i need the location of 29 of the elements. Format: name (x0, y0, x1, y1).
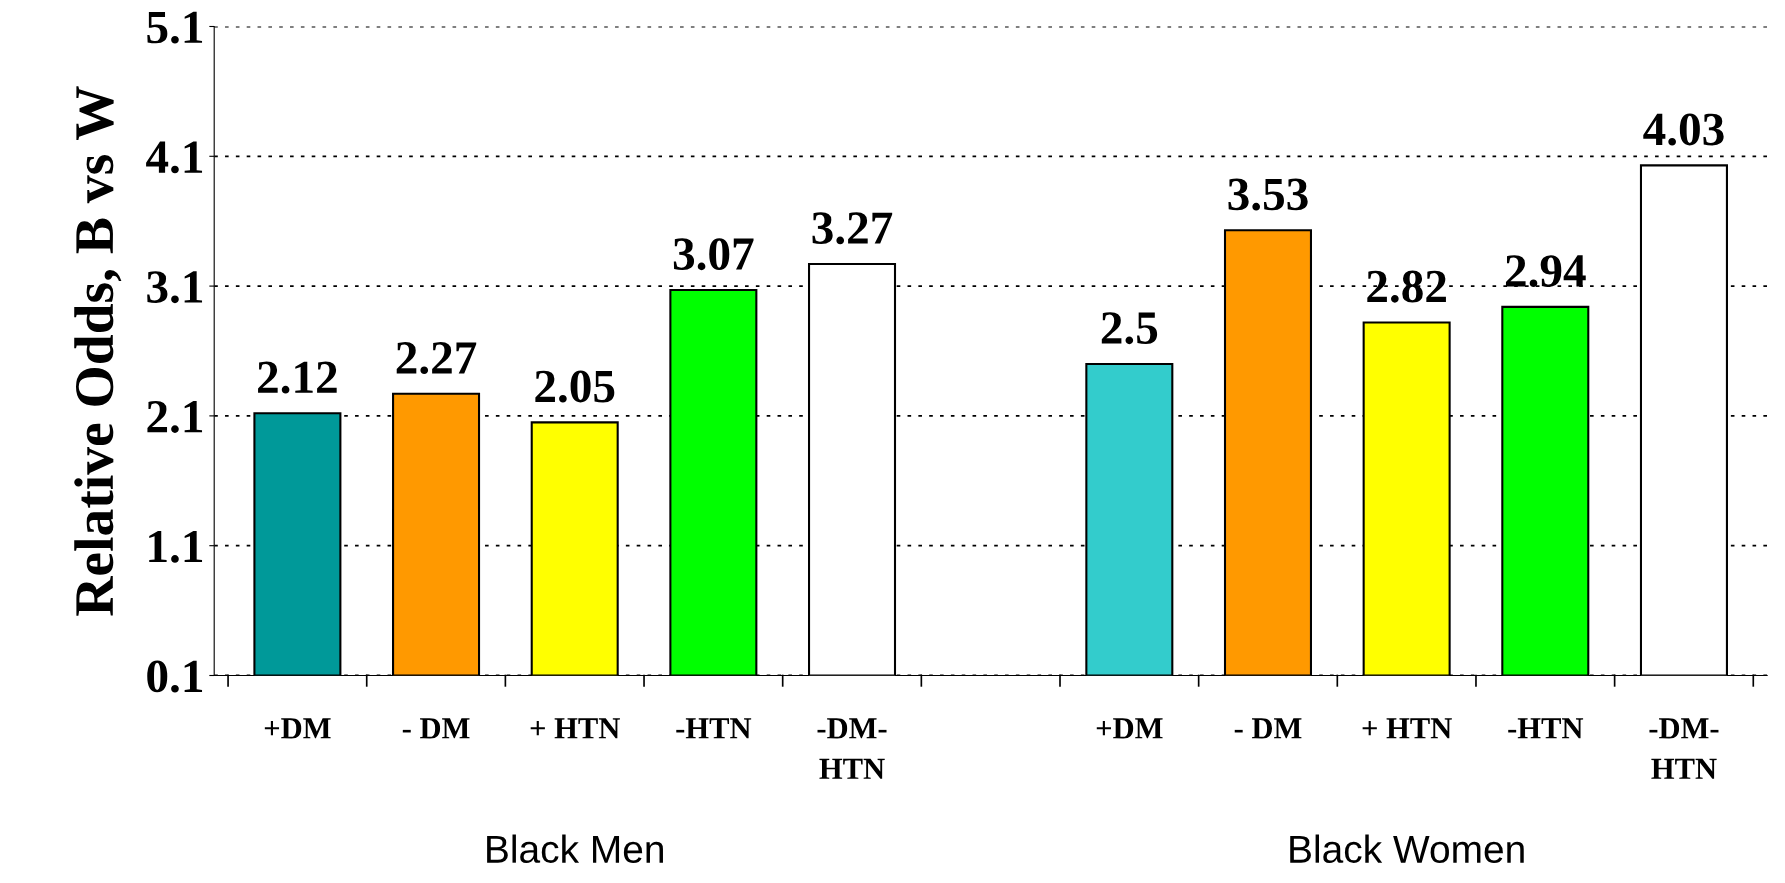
data-label: 3.53 (1228, 178, 1308, 211)
data-label: 2.5 (1101, 312, 1158, 345)
data-label: 2.82 (1367, 270, 1446, 303)
x-tick-label: -DM- HTN (817, 718, 887, 779)
x-tick-label: - DM (1234, 718, 1302, 739)
x-tick-label: +DM (264, 718, 331, 739)
data-label: 2.05 (535, 370, 615, 403)
x-tick-label: + HTN (1362, 718, 1452, 739)
data-label: 3.07 (673, 238, 754, 271)
x-tick-label: -HTN (1508, 718, 1584, 739)
data-label: 2.12 (258, 361, 337, 394)
y-tick-label: 2.1 (147, 401, 203, 433)
x-tick-label: +DM (1096, 718, 1163, 739)
text: Black Men (487, 834, 663, 864)
x-tick-label: + HTN (530, 718, 620, 739)
y-tick-label: 4.1 (146, 141, 203, 174)
text: Black Women (1290, 834, 1524, 864)
data-label: 2.27 (396, 342, 477, 375)
data-label: 2.94 (1505, 255, 1586, 288)
data-label: 3.27 (812, 212, 893, 245)
y-tick-label: 5.1 (147, 11, 203, 44)
x-tick-label: -DM- HTN (1649, 718, 1719, 779)
y-tick-label: 3.1 (147, 271, 203, 304)
y-tick-label: 0.1 (147, 660, 203, 693)
x-tick-label: - DM (402, 718, 470, 739)
y-tick-label: 1.1 (149, 530, 203, 563)
y-axis-title: Relative Odds, B vs W (74, 86, 122, 616)
data-label: 4.03 (1643, 113, 1724, 146)
x-tick-label: -HTN (676, 718, 752, 739)
